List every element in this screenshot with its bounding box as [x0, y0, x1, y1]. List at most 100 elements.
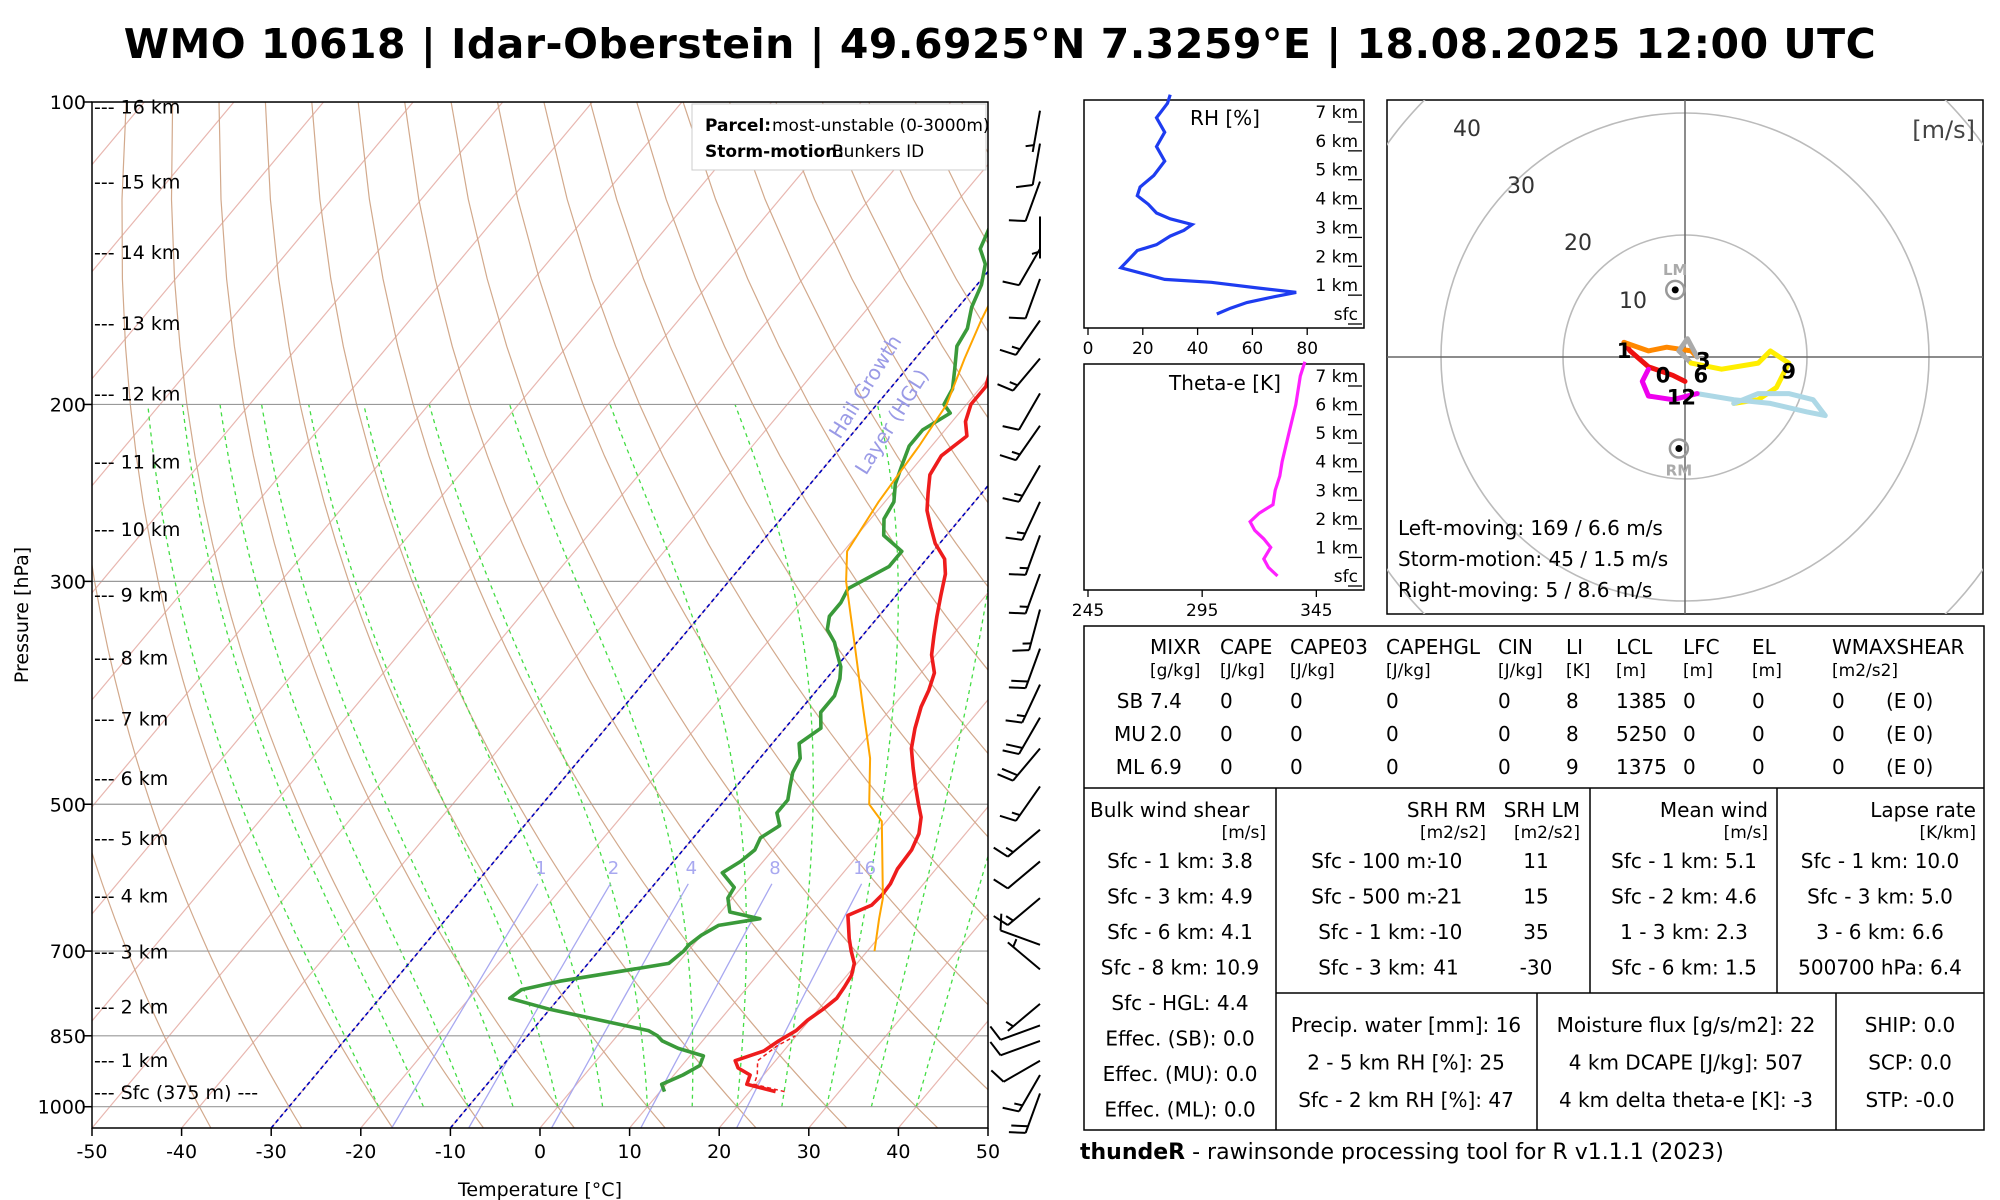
- wind-barb: [993, 897, 1041, 926]
- isotherm-line: [92, 102, 773, 915]
- x-tick-label: -30: [256, 1141, 287, 1163]
- height-tick-label: sfc: [1334, 567, 1358, 587]
- index-header: LI: [1566, 635, 1583, 659]
- srh-lm-value: 15: [1523, 885, 1548, 909]
- barb-staff: [1003, 1059, 1041, 1083]
- barb-half-feather: [1011, 811, 1021, 817]
- index-value: 7.4: [1150, 689, 1182, 713]
- parcel-profile: [845, 304, 988, 952]
- parcel-indices-table: MIXR[g/kg]CAPE[J/kg]CAPE03[J/kg]CAPEHGL[…: [1114, 635, 1964, 779]
- dry-adiabat-line: [311, 102, 757, 1128]
- srh-lm-title: SRH LM: [1504, 798, 1580, 822]
- srh-rm-value: -10: [1430, 920, 1463, 944]
- index-header: EL: [1752, 635, 1777, 659]
- height-label: --- 12 km: [94, 383, 180, 405]
- height-tick-label: 5 km: [1315, 424, 1358, 444]
- moisture-row: Sfc - 2 km RH [%]: 47: [1298, 1088, 1514, 1112]
- moist-adiabat-line: [870, 585, 988, 1107]
- bulk-shear-row: Effec. (ML): 0.0: [1104, 1098, 1255, 1122]
- barb-half-feather: [1016, 531, 1026, 535]
- index-header: LFC: [1683, 635, 1720, 659]
- index-value: 0: [1832, 689, 1845, 713]
- isotherm-line: [92, 102, 952, 1128]
- x-axis-label: Temperature [°C]: [457, 1179, 622, 1200]
- dewpoint-profile: [507, 226, 988, 1093]
- height-label: --- 5 km: [94, 828, 168, 850]
- hodograph-height-label: 0: [1656, 363, 1671, 387]
- legend-storm-value: Bunkers ID: [832, 142, 924, 162]
- composite-row: STP: -0.0: [1865, 1088, 1954, 1112]
- pressure-tick-label: 100: [50, 92, 86, 114]
- index-unit: [J/kg]: [1290, 661, 1335, 681]
- height-label: --- 9 km: [94, 584, 168, 606]
- index-header: LCL: [1616, 635, 1653, 659]
- index-value: 0: [1752, 689, 1765, 713]
- barb-feather: [999, 913, 1003, 931]
- mixing-ratio-label: 2: [608, 858, 619, 879]
- barb-half-feather: [1009, 381, 1018, 387]
- index-unit: [g/kg]: [1150, 661, 1200, 681]
- legend-box: Parcel: most-unstable (0-3000m) Storm-mo…: [691, 103, 990, 171]
- wind-barb: [990, 1059, 1041, 1083]
- barb-feather: [1008, 611, 1026, 615]
- barb-staff: [1000, 1039, 1041, 1057]
- index-header: CAPE: [1220, 635, 1272, 659]
- bulk-shear-row: Sfc - 8 km: 10.9: [1101, 956, 1259, 980]
- rh-profile-line: [1117, 94, 1297, 316]
- isotherm-line: [92, 102, 683, 808]
- index-header: CIN: [1498, 635, 1533, 659]
- height-tick-label: 7 km: [1315, 367, 1358, 387]
- bulk-shear-row: Sfc - 6 km: 4.1: [1107, 920, 1253, 944]
- barb-feather: [1002, 749, 1020, 756]
- barb-half-feather: [1016, 714, 1026, 718]
- wind-barb: [1008, 278, 1041, 320]
- index-unit: [K]: [1566, 661, 1590, 681]
- rh-panel: RH [%] sfc 1 km 2 km 3 km 4 km 5 km 6 km 7 km 0 2…: [1083, 94, 1365, 359]
- te-profile-line: [1248, 361, 1307, 578]
- hodograph-ring-label: 20: [1564, 231, 1592, 256]
- x-tick-label: 295: [1186, 601, 1218, 621]
- barb-feather: [990, 1069, 1005, 1083]
- index-value: 5250: [1616, 722, 1667, 746]
- x-tick-label: 30: [797, 1141, 821, 1163]
- barb-feather: [999, 454, 1017, 462]
- barb-feather: [1002, 1106, 1020, 1113]
- hodograph-trace-6-9 km: [1688, 348, 1792, 406]
- hodograph-trace-12+ km: [1639, 366, 1700, 403]
- storm-motion-dot: [1671, 286, 1679, 294]
- mixing-ratio-line: [736, 883, 863, 1128]
- wind-barb: [999, 319, 1041, 356]
- index-value: 0: [1290, 722, 1303, 746]
- srh-lm-value: 35: [1523, 920, 1548, 944]
- rh-title: RH [%]: [1190, 106, 1260, 130]
- index-header: CAPE03: [1290, 635, 1368, 659]
- moisture-row: Precip. water [mm]: 16: [1291, 1013, 1521, 1037]
- index-value: 0: [1683, 755, 1696, 779]
- dry-adiabat-line: [543, 102, 988, 922]
- isotherm-line: [181, 163, 988, 1128]
- moisture-row: 4 km DCAPE [J/kg]: 507: [1569, 1051, 1803, 1075]
- dry-adiabat-line: [92, 561, 303, 1128]
- dry-adiabat-line: [404, 102, 939, 1128]
- x-tick-label: 0: [1083, 339, 1094, 359]
- hgl-boundary-line: [270, 270, 988, 1128]
- wind-barb: [1008, 648, 1041, 690]
- index-value: 1375: [1616, 755, 1667, 779]
- x-tick-label: 40: [1187, 339, 1209, 359]
- isotherm-line: [808, 912, 988, 1128]
- moist-adiabat-line: [609, 404, 748, 1107]
- mean-wind-row: Sfc - 2 km: 4.6: [1611, 885, 1757, 909]
- moist-adiabat-line: [734, 404, 814, 1107]
- hodograph-unit: [m/s]: [1912, 116, 1975, 144]
- x-tick-label: -10: [435, 1141, 466, 1163]
- wind-barb: [997, 747, 1041, 782]
- index-unit: [m]: [1683, 661, 1713, 681]
- srh-rm-value: -10: [1430, 849, 1463, 873]
- index-value: 0: [1832, 722, 1845, 746]
- index-value: 9: [1566, 755, 1579, 779]
- index-value: 0: [1498, 755, 1511, 779]
- wind-barb: [1031, 216, 1041, 259]
- index-unit: [J/kg]: [1220, 661, 1265, 681]
- height-tick-label: 1 km: [1315, 276, 1358, 296]
- mean-wind-row: Sfc - 6 km: 1.5: [1611, 956, 1757, 980]
